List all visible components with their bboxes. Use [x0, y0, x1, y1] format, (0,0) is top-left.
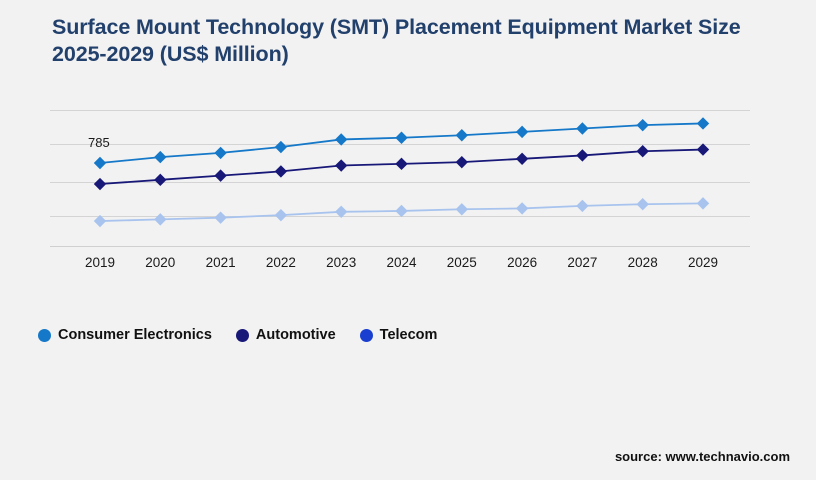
- x-axis-tick-2021: 2021: [205, 255, 236, 270]
- legend-label: Consumer Electronics: [58, 327, 212, 343]
- x-axis-tick-2023: 2023: [326, 255, 357, 270]
- x-axis-tick-2019: 2019: [84, 255, 116, 270]
- data-point-label: 785: [88, 135, 110, 150]
- x-axis-tick-2024: 2024: [386, 255, 417, 270]
- legend-swatch-icon: [359, 328, 373, 342]
- legend-label: Telecom: [379, 327, 438, 343]
- x-axis-labels: 2019 2020 2021 2022 2023 2024 2025 2026 2027 2028…: [0, 255, 816, 275]
- x-axis-line: [50, 246, 750, 247]
- gridline: [50, 216, 750, 217]
- x-axis-tick-2026: 2026: [507, 255, 538, 270]
- x-axis-tick-2025: 2025: [446, 255, 477, 270]
- legend-item-telecom[interactable]: Telecom: [359, 327, 438, 343]
- page-title: Surface Mount Technology (SMT) Placement…: [52, 15, 741, 66]
- gridline: [50, 110, 750, 111]
- legend-swatch-icon: [38, 328, 51, 342]
- gridline: [50, 144, 750, 145]
- chart-legend: Consumer Electronics Automotive Telecom: [38, 324, 461, 346]
- gridline: [50, 182, 750, 183]
- x-axis-tick-2028: 2028: [627, 255, 658, 270]
- x-axis-tick-2029: 2029: [687, 255, 719, 270]
- x-axis-tick-2027: 2027: [567, 255, 598, 270]
- source-note: source: www.technavio.com: [614, 449, 790, 464]
- legend-item-consumer-electronics[interactable]: Consumer Electronics: [38, 327, 212, 343]
- x-axis-tick-2020: 2020: [145, 255, 176, 270]
- legend-swatch-icon: [235, 328, 249, 342]
- legend-item-automotive[interactable]: Automotive: [235, 327, 336, 343]
- legend-label: Automotive: [255, 327, 336, 343]
- plot-area: [50, 100, 750, 220]
- x-axis-tick-2022: 2022: [265, 255, 296, 270]
